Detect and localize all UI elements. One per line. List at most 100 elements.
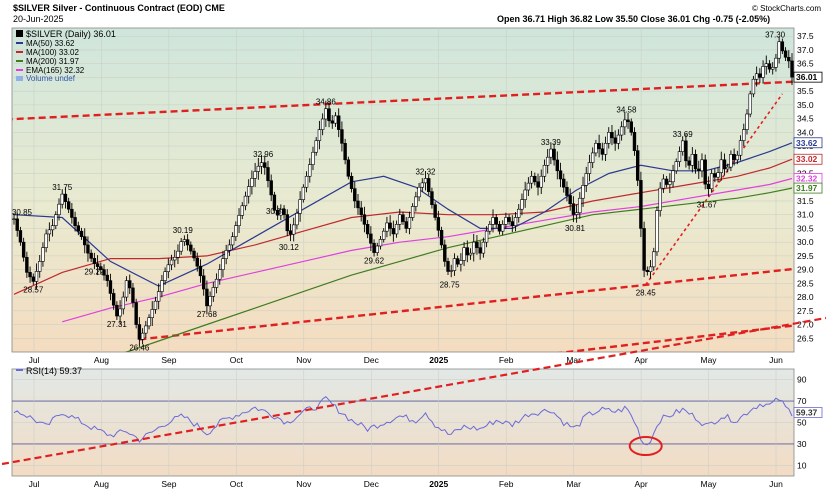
price-candle xyxy=(446,261,450,272)
price-candle xyxy=(398,214,402,225)
price-candle xyxy=(542,164,547,177)
price-y-tick-label: 28.5 xyxy=(797,278,814,288)
price-annotation: 30.85 xyxy=(12,208,33,217)
price-candle xyxy=(256,165,261,172)
price-annotation: 28.75 xyxy=(440,280,461,289)
price-candle xyxy=(404,221,408,229)
price-candle xyxy=(700,159,704,172)
price-candle xyxy=(478,247,482,254)
rsi-y-tick-label: 30 xyxy=(797,439,807,449)
price-candle xyxy=(44,233,48,248)
price-candle xyxy=(156,291,161,302)
price-candle xyxy=(391,228,396,235)
price-candle xyxy=(301,186,306,200)
price-candle xyxy=(237,215,241,226)
price-candle xyxy=(594,143,598,154)
price-candle xyxy=(513,217,518,226)
price-candle xyxy=(472,241,476,254)
price-candle xyxy=(523,189,527,200)
price-candle xyxy=(504,217,508,225)
price-candle xyxy=(674,161,678,172)
rsi-last-value: 59.37 xyxy=(796,407,818,417)
price-y-tick-label: 28.0 xyxy=(797,292,814,302)
price-candle xyxy=(54,214,58,226)
rsi-line xyxy=(13,396,793,446)
price-candle xyxy=(655,210,659,253)
price-candle xyxy=(79,230,84,237)
price-candle xyxy=(774,57,778,68)
x-tick-label: Mar xyxy=(566,355,581,365)
price-candle xyxy=(243,195,248,207)
price-candle xyxy=(320,118,325,130)
price-candle xyxy=(201,275,206,290)
price-candle xyxy=(629,121,633,133)
x-tick-label: Jun xyxy=(769,355,783,365)
price-candle xyxy=(333,115,338,124)
price-candle xyxy=(259,162,264,167)
price-candle xyxy=(587,162,592,174)
price-candle xyxy=(529,175,534,184)
price-candle xyxy=(671,170,675,183)
price-candle xyxy=(337,115,341,130)
price-y-tick-label: 36.5 xyxy=(797,59,814,69)
x-tick-label: Apr xyxy=(634,355,647,365)
price-candle xyxy=(153,300,158,310)
price-candle xyxy=(590,152,595,163)
price-candle xyxy=(562,178,566,188)
price-candle xyxy=(578,197,582,213)
price-candle xyxy=(15,218,19,231)
price-annotation: 31.75 xyxy=(52,183,73,192)
rsi-label: RSI(14) 59.37 xyxy=(26,366,82,376)
price-candle xyxy=(230,236,235,246)
price-candle xyxy=(365,224,370,235)
price-candle xyxy=(571,203,576,215)
legend: $SILVER (Daily) 36.01 MA(50) 33.62 MA(10… xyxy=(16,29,116,83)
price-candle xyxy=(407,217,412,229)
price-candle xyxy=(266,167,270,181)
price-candle xyxy=(102,269,106,276)
price-candle xyxy=(394,224,399,235)
price-candle xyxy=(176,250,180,258)
price-candle xyxy=(767,63,772,70)
price-annotation: 31.67 xyxy=(697,200,718,209)
price-candle xyxy=(66,201,71,210)
rsi-y-axis: 10 30 50 70 90 59.37 xyxy=(793,375,823,470)
price-candle xyxy=(70,208,74,218)
price-candle xyxy=(57,203,61,216)
price-candle xyxy=(28,272,32,278)
price-candle xyxy=(359,207,363,216)
price-candle xyxy=(41,247,45,262)
price-annotation: 28.45 xyxy=(636,289,657,298)
price-candle xyxy=(111,293,116,306)
price-candle xyxy=(462,247,466,261)
price-candle xyxy=(565,186,569,196)
price-candle xyxy=(555,159,560,172)
price-candle xyxy=(246,186,251,197)
price-candle xyxy=(735,154,740,161)
price-candle xyxy=(218,269,222,280)
price-candle xyxy=(115,304,119,317)
price-annotation: 37.30 xyxy=(765,31,786,40)
price-candle xyxy=(459,260,463,265)
right-label-box xyxy=(793,137,823,149)
price-candle xyxy=(73,217,77,226)
price-candle xyxy=(713,173,717,178)
x-tick-label: Jul xyxy=(29,355,40,365)
price-candle xyxy=(327,108,331,122)
price-candle xyxy=(439,229,444,246)
x-tick-label: Aug xyxy=(94,355,109,365)
price-annotation: 30.12 xyxy=(279,243,300,252)
price-candle xyxy=(613,137,617,144)
rsi-y-tick-label: 10 xyxy=(797,460,807,470)
price-candle xyxy=(536,181,540,188)
rsi-series xyxy=(13,396,793,457)
price-candle xyxy=(488,224,492,232)
rsi-x-tick-label: Apr xyxy=(634,479,647,489)
price-candle xyxy=(668,181,672,185)
price-candle xyxy=(205,288,209,307)
legend-ema165: EMA(165) 32.32 xyxy=(26,66,85,75)
price-candle xyxy=(764,63,768,67)
price-candle xyxy=(378,239,383,247)
chart-date: 20-Jun-2025 xyxy=(13,14,64,24)
